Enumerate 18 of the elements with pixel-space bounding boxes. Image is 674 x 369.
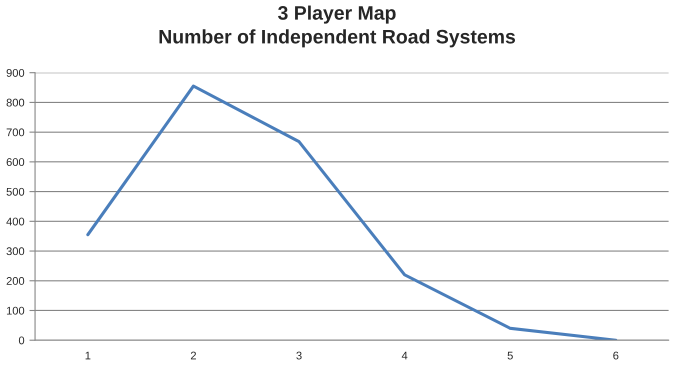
y-tick-label: 800 — [6, 98, 24, 107]
y-tick-label: 400 — [6, 218, 24, 226]
y-tick-label: 600 — [6, 158, 24, 166]
y-tick-label: 900 — [6, 68, 24, 77]
x-tick-label: 4 — [402, 352, 408, 360]
x-tick-label: 3 — [296, 352, 302, 360]
y-tick-label: 300 — [6, 247, 24, 256]
line-series — [86, 84, 618, 340]
chart-title: 3 Player Map Number of Independent Road Systems — [160, 6, 516, 48]
y-tick-label: 200 — [6, 277, 24, 285]
x-tick-label: 2 — [190, 352, 196, 360]
x-tick-label: 1 — [86, 352, 90, 360]
x-tick-label: 6 — [613, 352, 618, 360]
y-tick-label: 500 — [6, 188, 24, 196]
y-tick-label: 700 — [6, 128, 24, 136]
x-tick-label: 5 — [508, 352, 513, 360]
y-tick-label: 0 — [18, 336, 24, 344]
y-tick-label: 100 — [6, 306, 24, 315]
